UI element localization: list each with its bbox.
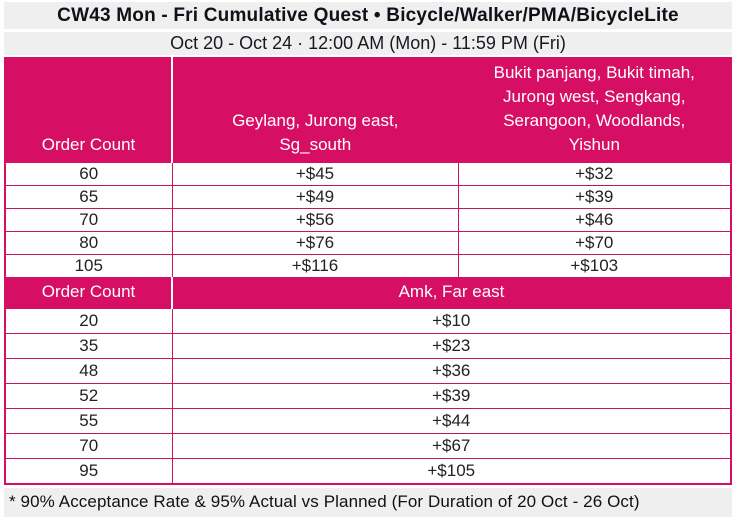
order-count-cell: 55 — [4, 408, 173, 434]
order-count-header: Order Count — [4, 277, 173, 309]
order-count-header: Order Count — [4, 57, 173, 163]
order-count-cell: 70 — [4, 208, 173, 232]
order-count-cell: 52 — [4, 383, 173, 409]
order-count-cell: 70 — [4, 433, 173, 459]
bonus-cell: +$23 — [171, 333, 732, 359]
zone-a-bonus-cell: +$45 — [171, 162, 459, 186]
bonus-cell: +$10 — [171, 308, 732, 334]
zone-a-bonus-cell: +$76 — [171, 231, 459, 255]
table-row: 70 +$67 — [4, 433, 732, 459]
zone-b-bonus-cell: +$103 — [457, 254, 732, 278]
footnote-text: * 90% Acceptance Rate & 95% Actual vs Pl… — [9, 492, 640, 511]
zone-b-header: Bukit panjang, Bukit timah, Jurong west,… — [457, 57, 732, 163]
zone-b-bonus-cell: +$32 — [457, 162, 732, 186]
page-title: CW43 Mon - Fri Cumulative Quest • Bicycl… — [57, 4, 679, 26]
footnote-bar: * 90% Acceptance Rate & 95% Actual vs Pl… — [4, 487, 732, 517]
zone-a-bonus-cell: +$116 — [171, 254, 459, 278]
table-row: 52 +$39 — [4, 383, 732, 409]
bonus-cell: +$67 — [171, 433, 732, 459]
order-count-cell: 20 — [4, 308, 173, 334]
order-count-cell: 65 — [4, 185, 173, 209]
zone-b-bonus-cell: +$70 — [457, 231, 732, 255]
table-row: 60 +$45 +$32 — [4, 162, 732, 186]
section1-header-row: Order Count Geylang, Jurong east, Sg_sou… — [4, 57, 732, 163]
section2: Order Count Amk, Far east 20 +$10 35 +$2… — [4, 277, 732, 484]
table-row: 20 +$10 — [4, 308, 732, 334]
order-count-cell: 95 — [4, 458, 173, 484]
zone-a-header: Geylang, Jurong east, Sg_south — [171, 57, 459, 163]
section2-header-row: Order Count Amk, Far east — [4, 277, 732, 309]
bonus-cell: +$36 — [171, 358, 732, 384]
bonus-cell: +$44 — [171, 408, 732, 434]
section1: Order Count Geylang, Jurong east, Sg_sou… — [4, 57, 732, 278]
table-row: 80 +$76 +$70 — [4, 231, 732, 255]
order-count-cell: 60 — [4, 162, 173, 186]
table-row: 70 +$56 +$46 — [4, 208, 732, 232]
bonus-cell: +$39 — [171, 383, 732, 409]
zone-a-bonus-cell: +$56 — [171, 208, 459, 232]
zone-b-bonus-cell: +$46 — [457, 208, 732, 232]
date-range: Oct 20 - Oct 24 · 12:00 AM (Mon) - 11:59… — [170, 33, 566, 53]
table-row: 105 +$116 +$103 — [4, 254, 732, 278]
zone-a-bonus-cell: +$49 — [171, 185, 459, 209]
table-row: 95 +$105 — [4, 458, 732, 484]
order-count-cell: 80 — [4, 231, 173, 255]
title-bar: CW43 Mon - Fri Cumulative Quest • Bicycl… — [4, 2, 732, 29]
zone-c-header: Amk, Far east — [171, 277, 732, 309]
order-count-cell: 105 — [4, 254, 173, 278]
subtitle-bar: Oct 20 - Oct 24 · 12:00 AM (Mon) - 11:59… — [4, 32, 732, 55]
table-row: 65 +$49 +$39 — [4, 185, 732, 209]
table-row: 35 +$23 — [4, 333, 732, 359]
order-count-cell: 48 — [4, 358, 173, 384]
order-count-cell: 35 — [4, 333, 173, 359]
table-row: 48 +$36 — [4, 358, 732, 384]
table-row: 55 +$44 — [4, 408, 732, 434]
bonus-cell: +$105 — [171, 458, 732, 484]
quest-table: Order Count Geylang, Jurong east, Sg_sou… — [4, 57, 732, 485]
zone-b-bonus-cell: +$39 — [457, 185, 732, 209]
